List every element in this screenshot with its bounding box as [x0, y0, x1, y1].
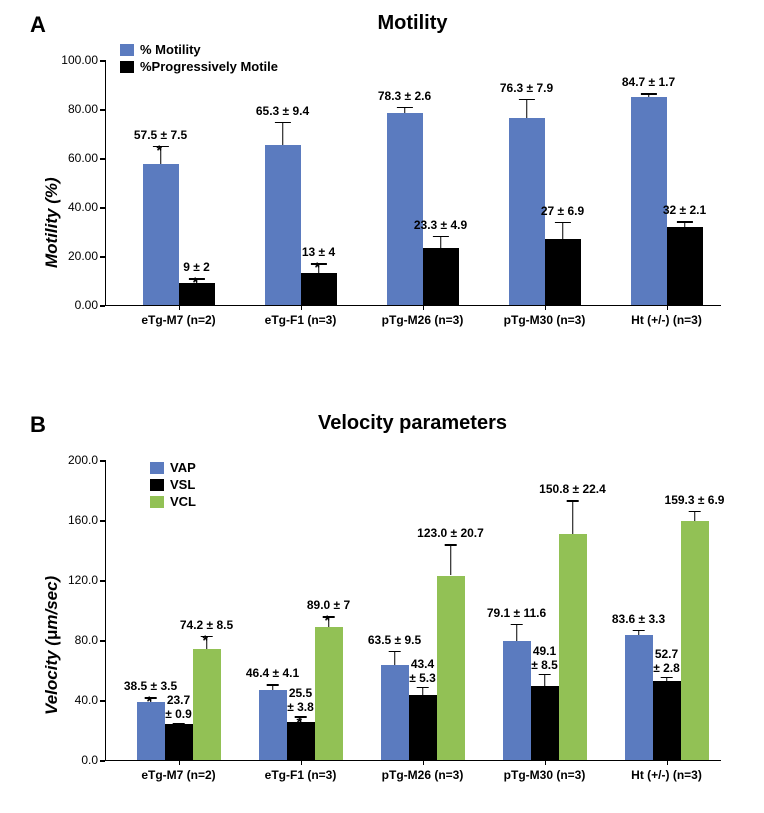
bar: [559, 534, 587, 760]
figure: AMotilityMotility (%)0.0020.0040.0060.00…: [0, 0, 764, 813]
bar: [143, 164, 179, 305]
significance-star: *: [175, 721, 180, 737]
value-label: 83.6 ± 3.3: [599, 612, 679, 626]
significance-star: *: [193, 274, 198, 290]
value-label: 38.5 ± 3.5: [111, 679, 191, 693]
value-label: 65.3 ± 9.4: [243, 104, 323, 118]
bar: [653, 681, 681, 760]
value-label: 46.4 ± 4.1: [233, 666, 313, 680]
significance-star: *: [203, 632, 208, 648]
y-tick-label: 60.00: [50, 151, 98, 165]
legend: VAP VSL VCL: [150, 460, 196, 511]
bar: [301, 273, 337, 305]
value-label: 123.0 ± 20.7: [411, 526, 491, 540]
x-category-label: pTg-M30 (n=3): [490, 768, 600, 782]
chart-title: Motility: [293, 12, 533, 35]
y-tick-label: 0.0: [50, 753, 98, 767]
y-tick-label: 80.0: [50, 633, 98, 647]
significance-star: *: [157, 142, 162, 158]
x-category-label: eTg-M7 (n=2): [124, 313, 234, 327]
bar: [667, 227, 703, 305]
x-category-label: eTg-M7 (n=2): [124, 768, 234, 782]
value-label: 74.2 ± 8.5: [167, 618, 247, 632]
y-tick-label: 40.0: [50, 693, 98, 707]
y-tick-label: 20.00: [50, 249, 98, 263]
legend-label: % Motility: [140, 42, 201, 57]
value-label: 78.3 ± 2.6: [365, 89, 445, 103]
value-label: 32 ± 2.1: [645, 203, 725, 217]
value-label: 63.5 ± 9.5: [355, 633, 435, 647]
value-label: 159.3 ± 6.9: [655, 493, 735, 507]
value-label: 150.8 ± 22.4: [533, 482, 613, 496]
y-tick-label: 80.00: [50, 102, 98, 116]
bar: [265, 145, 301, 305]
y-tick-label: 0.00: [50, 298, 98, 312]
bar: [423, 248, 459, 305]
x-category-label: eTg-F1 (n=3): [246, 313, 356, 327]
value-label: 9 ± 2: [157, 260, 237, 274]
value-label: 89.0 ± 7: [289, 598, 369, 612]
significance-star: *: [315, 259, 320, 275]
bar: [631, 97, 667, 305]
x-category-label: Ht (+/-) (n=3): [612, 768, 722, 782]
value-label: 84.7 ± 1.7: [609, 75, 689, 89]
y-tick-label: 40.00: [50, 200, 98, 214]
bar: [681, 521, 709, 760]
significance-star: *: [297, 714, 302, 730]
y-tick-label: 160.0: [50, 513, 98, 527]
legend: % Motility %Progressively Motile: [120, 42, 278, 76]
x-category-label: Ht (+/-) (n=3): [612, 313, 722, 327]
legend-swatch: [150, 462, 164, 474]
bar: [193, 649, 221, 760]
value-label: 79.1 ± 11.6: [477, 606, 557, 620]
y-tick-label: 120.0: [50, 573, 98, 587]
bar: [315, 627, 343, 761]
bar: [545, 239, 581, 305]
panel-label: B: [30, 412, 46, 438]
value-label: 57.5 ± 7.5: [121, 128, 201, 142]
value-label: 23.3 ± 4.9: [401, 218, 481, 232]
bar: [531, 686, 559, 760]
legend-label: VAP: [170, 460, 196, 475]
panel-label: A: [30, 12, 46, 38]
y-tick-label: 200.0: [50, 453, 98, 467]
legend-swatch: [120, 61, 134, 73]
x-category-label: pTg-M26 (n=3): [368, 313, 478, 327]
value-label: 13 ± 4: [279, 245, 359, 259]
value-label: 76.3 ± 7.9: [487, 81, 567, 95]
chart-title: Velocity parameters: [293, 412, 533, 435]
y-tick-label: 100.00: [50, 53, 98, 67]
x-category-label: pTg-M30 (n=3): [490, 313, 600, 327]
bar: [409, 695, 437, 760]
significance-star: *: [325, 612, 330, 628]
legend-label: %Progressively Motile: [140, 59, 278, 74]
value-label: 27 ± 6.9: [523, 204, 603, 218]
legend-label: VCL: [170, 494, 196, 509]
legend-swatch: [120, 44, 134, 56]
bar: [387, 113, 423, 305]
legend-label: VSL: [170, 477, 195, 492]
significance-star: *: [147, 693, 152, 709]
legend-swatch: [150, 479, 164, 491]
x-category-label: pTg-M26 (n=3): [368, 768, 478, 782]
x-category-label: eTg-F1 (n=3): [246, 768, 356, 782]
legend-swatch: [150, 496, 164, 508]
bar: [437, 576, 465, 761]
